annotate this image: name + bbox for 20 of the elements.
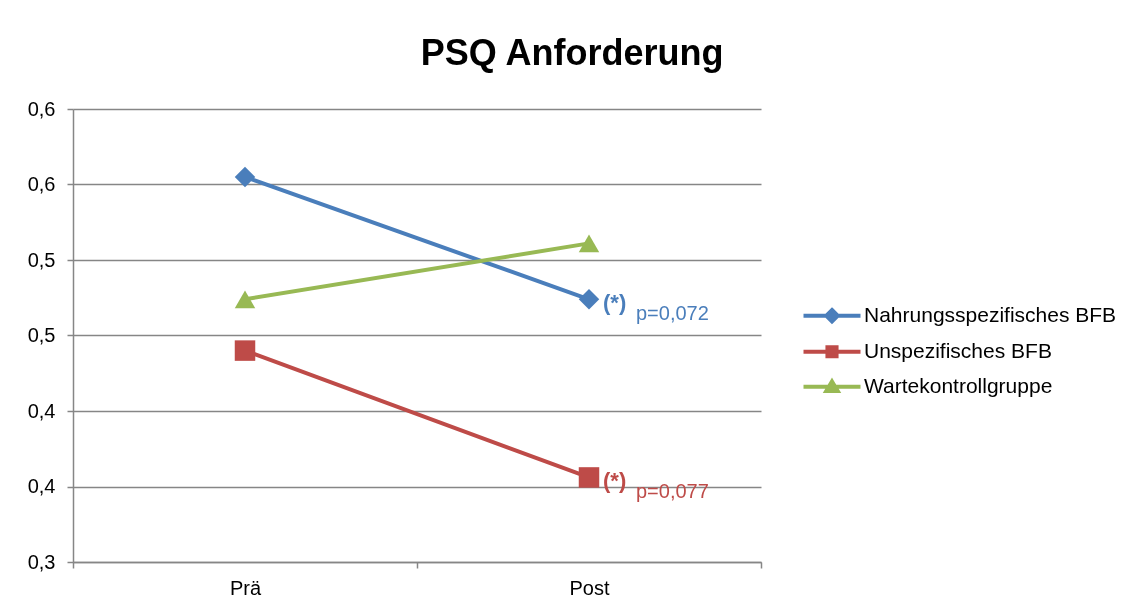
annotation: (*) [603,468,627,494]
point [234,340,256,361]
y-tick-label: 0,5 [27,248,56,271]
x-tick-label: Post [569,576,610,599]
y-tick-label: 0,4 [27,475,56,497]
y-tick-label: 0,5 [27,324,56,346]
legend-label: Unspezifisches BFB [864,338,1052,362]
legend-label: Wartekontrollgruppe [864,373,1053,397]
x-tick-label: Prä [229,576,262,599]
point [578,289,600,310]
legend-label: Nahrungsspezifisches BFB [864,302,1117,326]
y-tick-label: 0,3 [27,550,56,573]
chart-title: PSQ Anforderung [420,32,724,73]
annotation: (*) [603,290,627,316]
y-tick-label: 0,6 [27,97,56,120]
y-tick-label: 0,6 [27,173,56,195]
annotation: p=0,072 [636,302,709,325]
y-tick-label: 0,4 [27,399,56,422]
point [578,467,600,488]
point [234,166,256,188]
